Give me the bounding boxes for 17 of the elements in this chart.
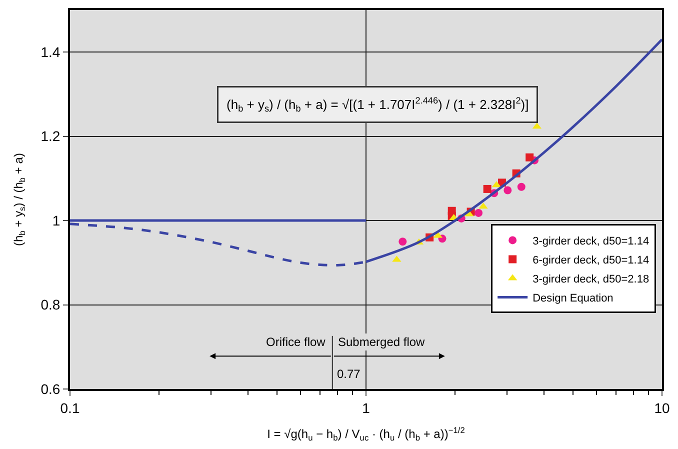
y-tick-label: 1 bbox=[52, 212, 60, 228]
legend-label: Design Equation bbox=[532, 292, 614, 304]
legend-label: 3-girder deck, d50=1.14 bbox=[532, 235, 650, 248]
text: (h$_{b}$ + y$_{s}$) / (h$_{b}$ + a) = √[(1 + 1.707I$^{2.446}$) / (1 + 2.328I$^{2}$)] bbox=[226, 96, 529, 114]
y-tick-label: 0.8 bbox=[40, 296, 60, 313]
annotation: Orifice flow bbox=[266, 335, 326, 349]
ref-line-label: 0.77 bbox=[337, 367, 361, 381]
x-tick-label: 10 bbox=[654, 400, 670, 416]
y-tick-label: 1.4 bbox=[40, 44, 60, 60]
x-tick-label: 0.1 bbox=[60, 400, 80, 416]
legend-label: 6-girder deck, d50=1.14 bbox=[532, 254, 650, 266]
x-tick-label: 1 bbox=[362, 400, 370, 416]
y-tick-label: 0.6 bbox=[40, 380, 60, 397]
y-tick-label: 1.2 bbox=[40, 128, 60, 144]
text: I = √g(h$_{u}$ − h$_{b}$) / V$_{uc}$ · (h$_{u}$ / (h$_{b}$ + a))$^{−1/2}$ bbox=[267, 425, 465, 443]
legend-label: 3-girder deck, d50=2.18 bbox=[532, 273, 650, 286]
annotation: Submerged flow bbox=[338, 335, 426, 349]
